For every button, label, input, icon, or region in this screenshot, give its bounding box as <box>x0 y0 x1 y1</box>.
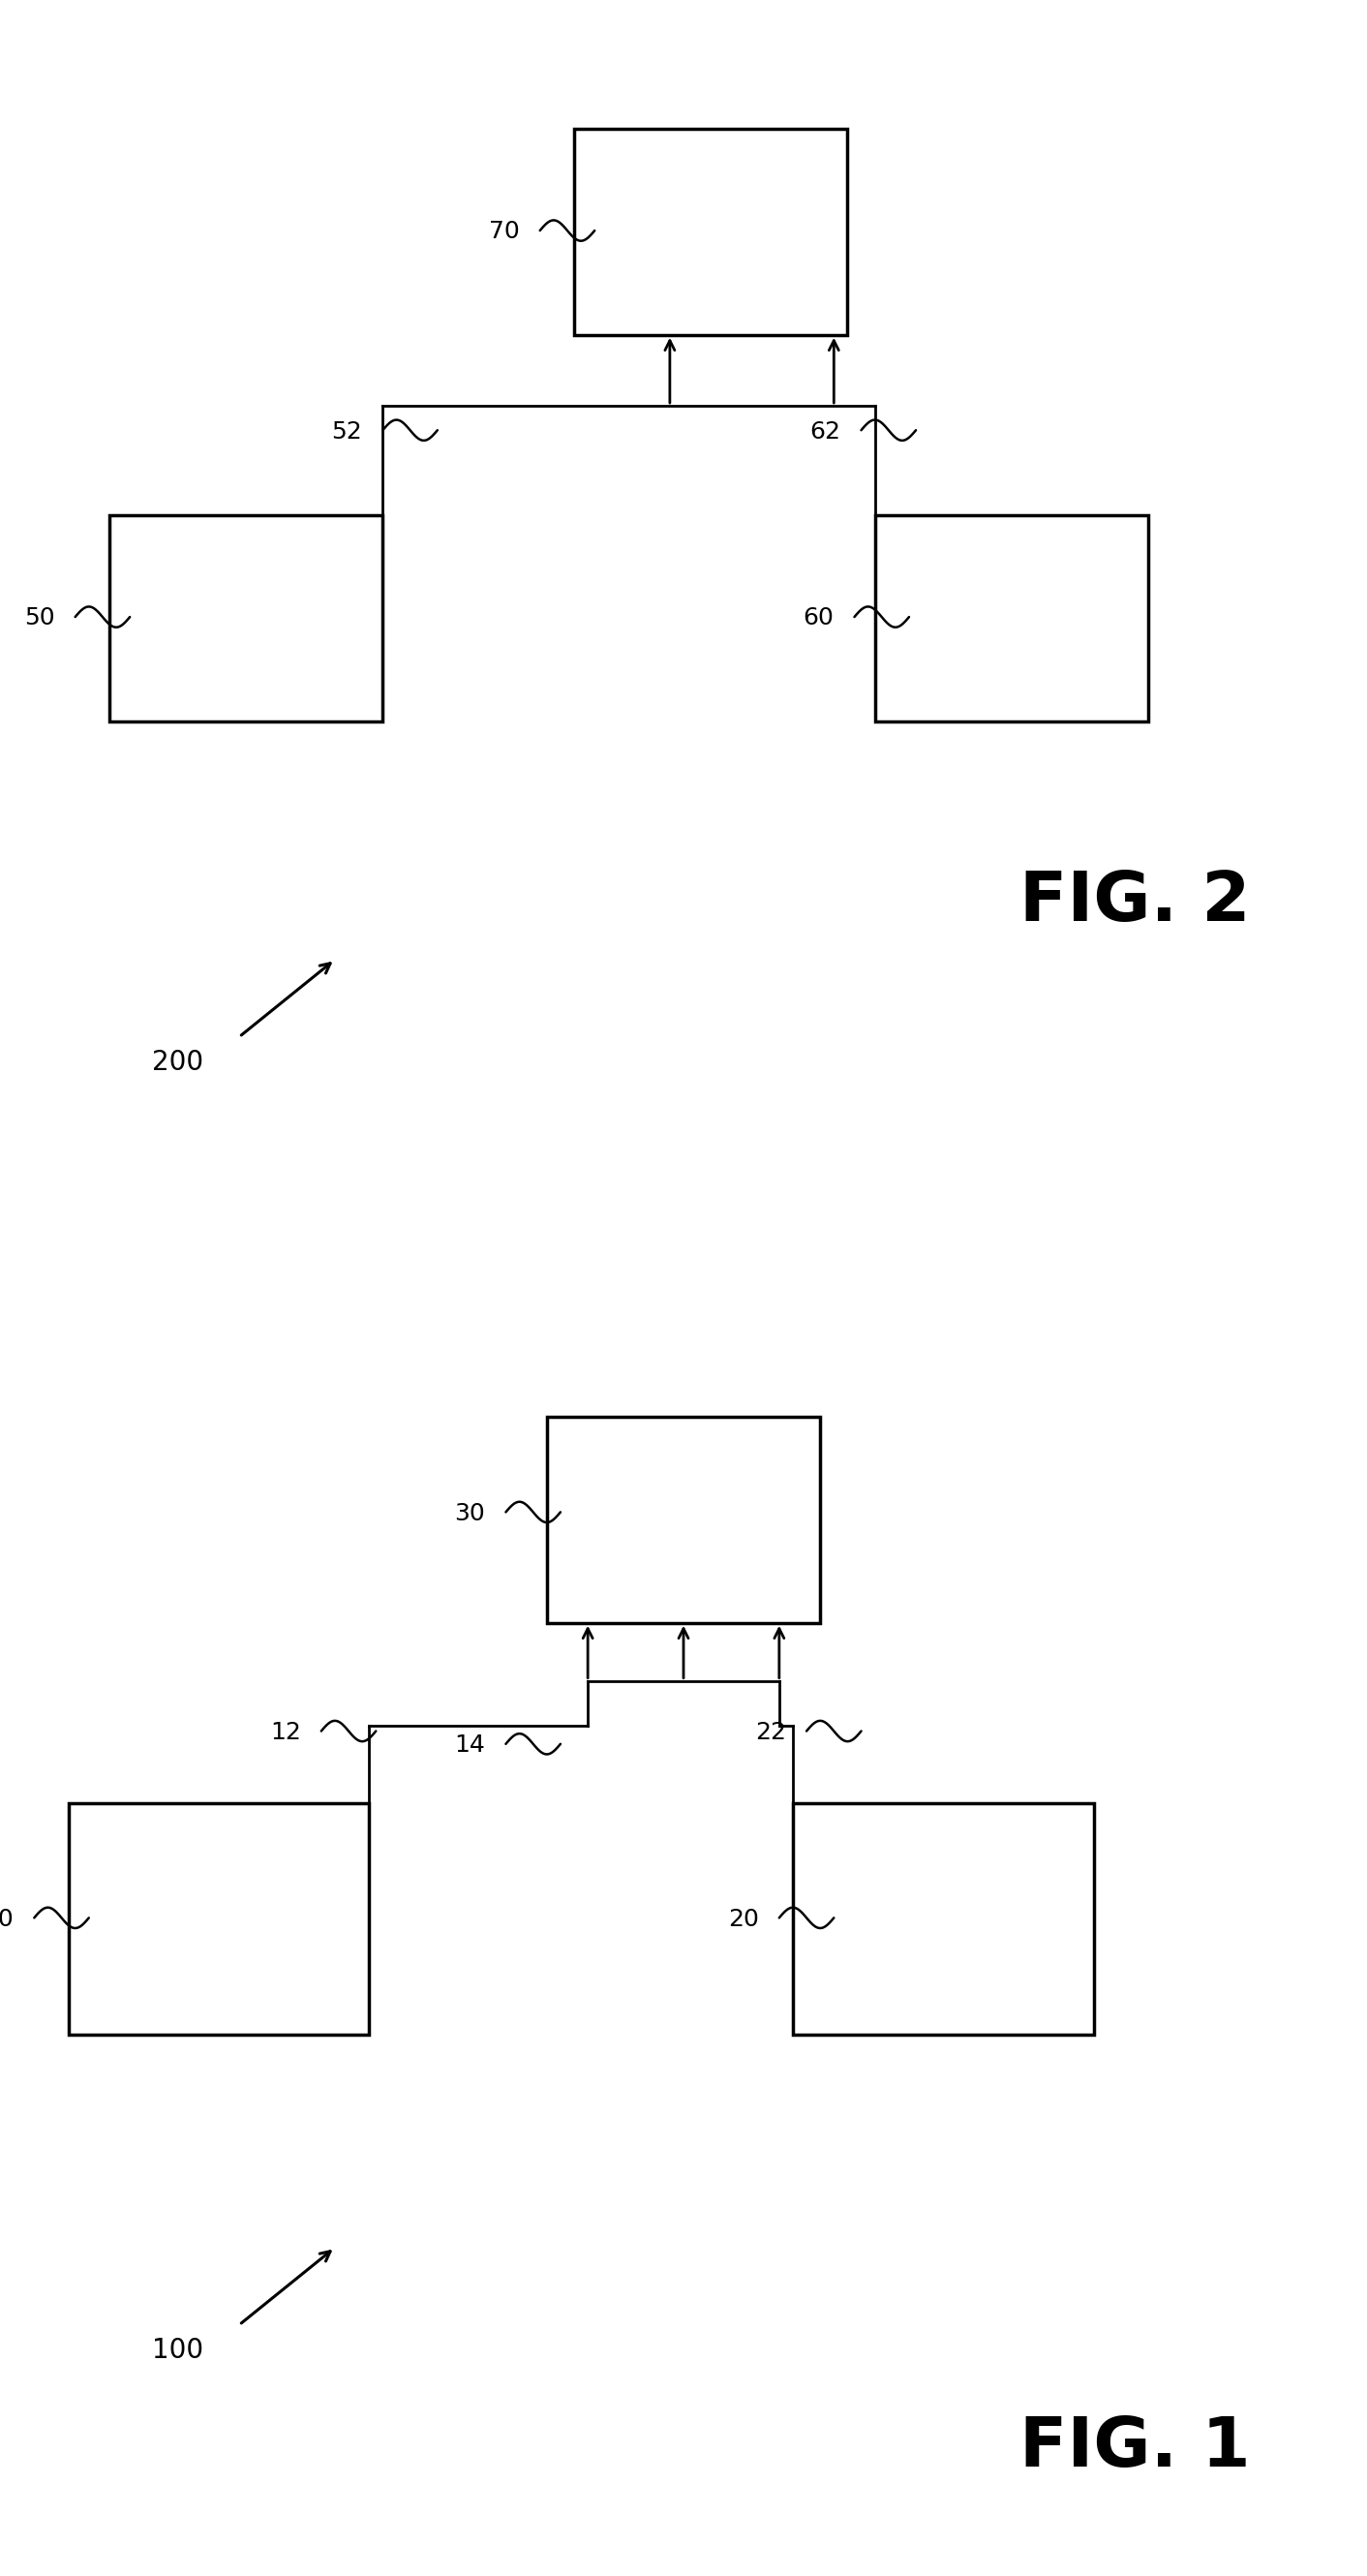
Text: FIG. 1: FIG. 1 <box>1020 2414 1249 2481</box>
Text: 30: 30 <box>455 1502 485 1525</box>
Bar <box>574 129 848 335</box>
Text: 14: 14 <box>454 1734 485 1757</box>
Bar <box>547 1417 820 1623</box>
Text: 62: 62 <box>809 420 841 443</box>
Bar <box>109 515 383 721</box>
Text: 20: 20 <box>727 1906 759 1932</box>
Text: 100: 100 <box>152 2336 204 2365</box>
Bar <box>793 1803 1094 2035</box>
Text: 200: 200 <box>152 1048 204 1077</box>
Text: 12: 12 <box>269 1721 301 1744</box>
Text: FIG. 2: FIG. 2 <box>1020 868 1249 935</box>
Bar <box>68 1803 369 2035</box>
Text: 52: 52 <box>332 420 362 443</box>
Text: 50: 50 <box>25 605 55 631</box>
Text: 10: 10 <box>0 1906 14 1932</box>
Text: 22: 22 <box>755 1721 786 1744</box>
Text: 60: 60 <box>802 605 834 631</box>
Text: 70: 70 <box>489 219 519 245</box>
Bar <box>875 515 1148 721</box>
